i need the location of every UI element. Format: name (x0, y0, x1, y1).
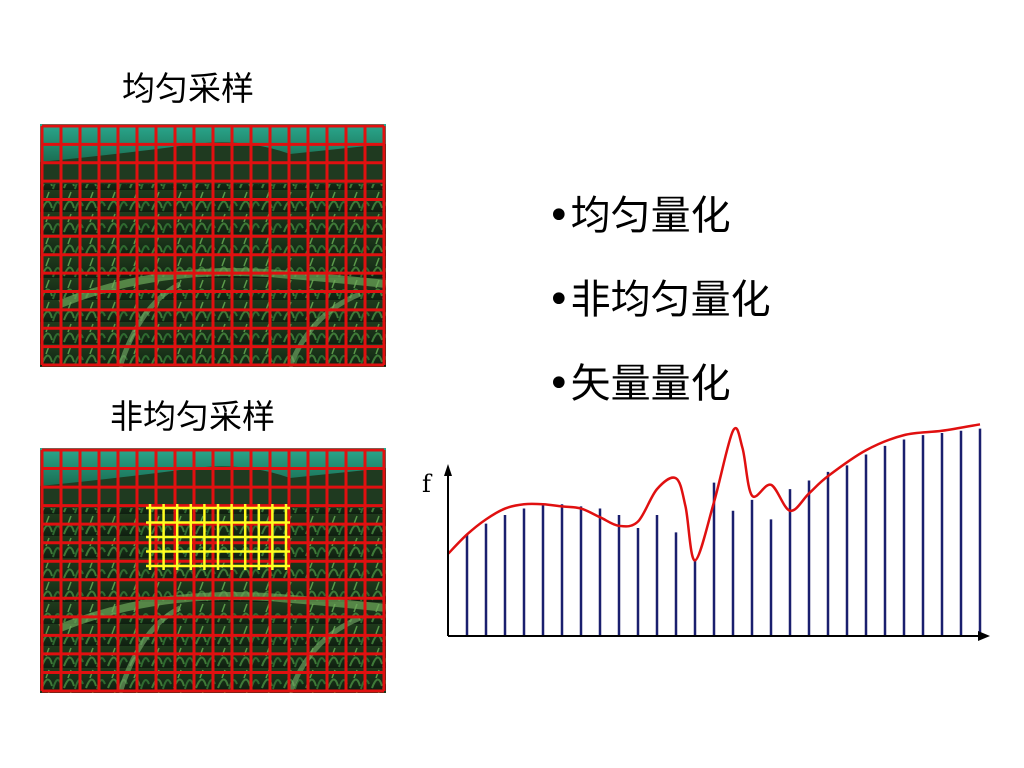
dense-sampling-region (146, 504, 290, 570)
signal-curve (447, 423, 981, 562)
y-axis-arrow (444, 464, 452, 476)
nonuniform-sampling-image (40, 448, 386, 693)
nonuniform-quantization-item: •非均匀量化 (547, 277, 771, 323)
uniform-sampling-title: 均匀采样 (122, 69, 254, 108)
x-axis-arrow (978, 631, 990, 641)
sampled-signal-chart: f (422, 423, 990, 641)
uniform-sampling-grid (40, 124, 386, 367)
nonuniform-sampling-grid (40, 448, 386, 693)
y-axis-label: f (422, 470, 433, 498)
sample-lines (465, 428, 982, 636)
uniform-quantization-item: •均匀量化 (547, 193, 731, 239)
nonuniform-sampling-title: 非均匀采样 (110, 397, 275, 436)
uniform-sampling-image (40, 124, 386, 367)
quantization-list: •均匀量化 •非均匀量化 •矢量量化 (547, 196, 771, 448)
vector-quantization-item: •矢量量化 (547, 361, 731, 407)
